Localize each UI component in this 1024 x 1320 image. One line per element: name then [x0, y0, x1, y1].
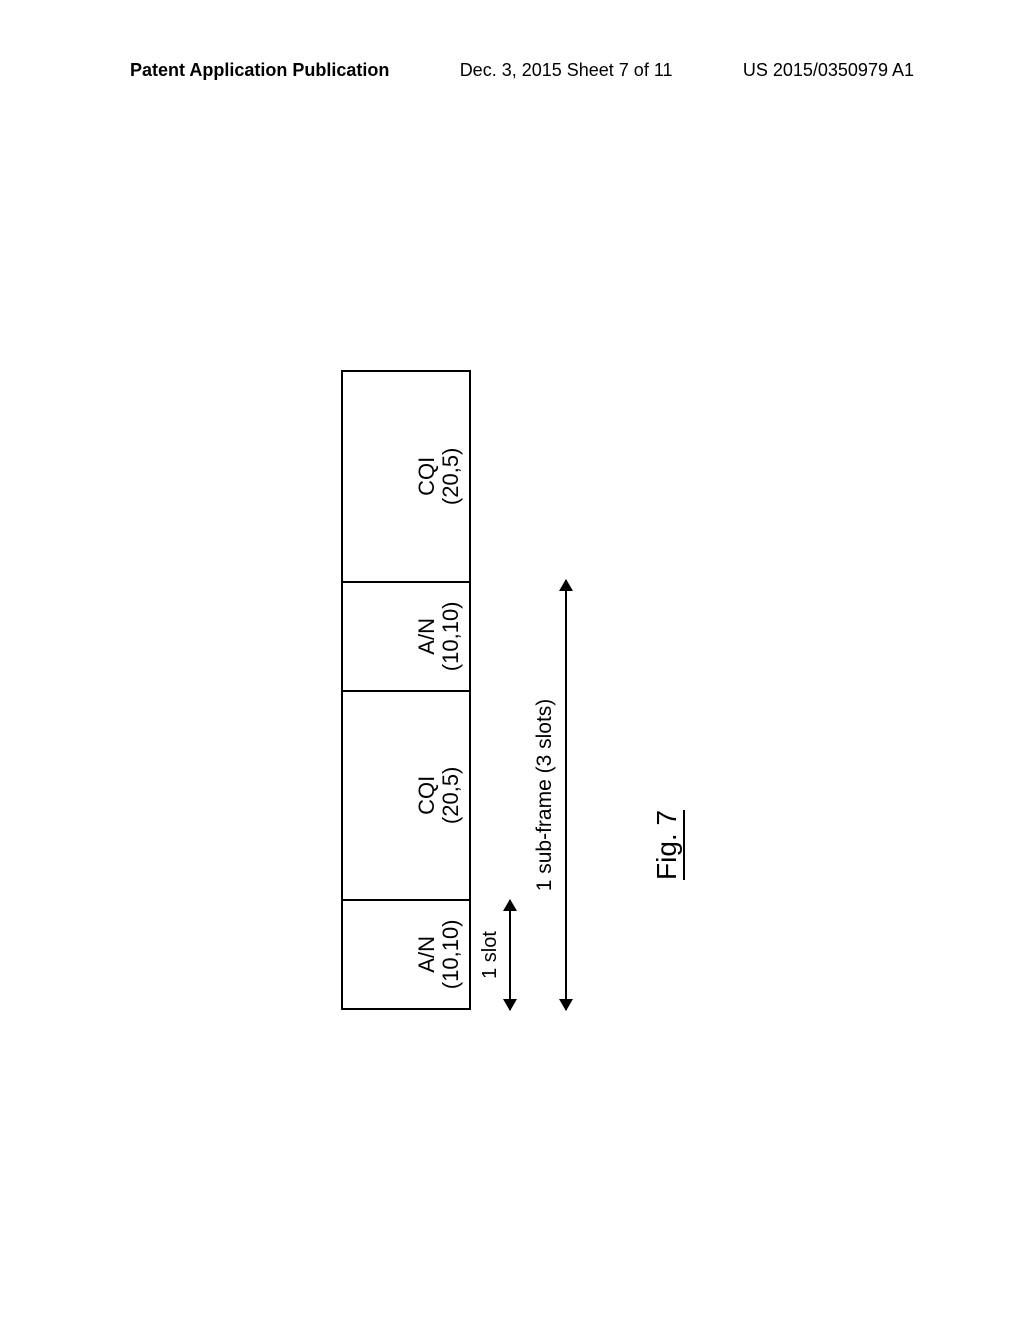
page-header: Patent Application Publication Dec. 3, 2… [0, 60, 1024, 81]
figure-caption-prefix: Fig. [651, 826, 682, 880]
cell-cqi-2: CQI (20,5) [343, 372, 469, 581]
header-left: Patent Application Publication [130, 60, 389, 81]
arrow-line [509, 900, 511, 1010]
arrow-line [565, 580, 567, 1010]
arrow-right-icon [503, 899, 517, 911]
dimension-label: 1 slot [479, 931, 502, 979]
dimension-1-slot: 1 slot [481, 900, 521, 1010]
cell-an-2: A/N (10,10) [343, 581, 469, 690]
header-center: Dec. 3, 2015 Sheet 7 of 11 [460, 60, 673, 81]
cell-label-top: CQI [415, 457, 439, 496]
cell-label-top: A/N [415, 936, 439, 973]
cell-label-bot: (10,10) [439, 601, 463, 671]
cell-label-top: A/N [415, 618, 439, 655]
figure-caption: Fig. 7 [651, 310, 683, 1010]
cell-label-bot: (20,5) [439, 767, 463, 824]
figure-7: A/N (10,10) CQI (20,5) A/N (10,10) CQI (… [341, 310, 683, 1010]
frame-table: A/N (10,10) CQI (20,5) A/N (10,10) CQI (… [341, 370, 471, 1010]
cell-label-top: CQI [415, 776, 439, 815]
cell-label-bot: (20,5) [439, 448, 463, 505]
cell-an-1: A/N (10,10) [343, 899, 469, 1008]
header-right: US 2015/0350979 A1 [743, 60, 914, 81]
dimension-1-subframe: 1 sub-frame (3 slots) [535, 580, 581, 1010]
figure-caption-number: 7 [651, 810, 682, 826]
arrow-right-icon [559, 579, 573, 591]
cell-label-bot: (10,10) [439, 919, 463, 989]
cell-cqi-1: CQI (20,5) [343, 690, 469, 899]
dimension-label: 1 sub-frame (3 slots) [533, 699, 557, 892]
